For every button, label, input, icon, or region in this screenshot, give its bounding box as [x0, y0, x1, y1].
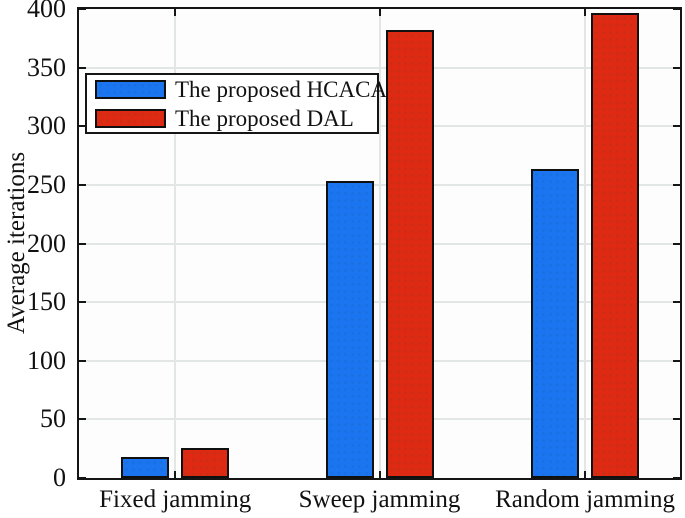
legend-swatch-dal — [95, 108, 166, 128]
y-axis-tick — [673, 418, 680, 421]
x-tick-label: Sweep jamming — [298, 486, 461, 513]
y-axis-tick — [673, 66, 680, 69]
y-axis-tick — [79, 8, 86, 10]
bar-dal-sweep-jamming — [385, 30, 434, 478]
legend-swatch-hcaca — [95, 79, 166, 99]
y-axis-tick — [673, 242, 680, 245]
bar-hcaca-fixed-jamming — [121, 457, 170, 478]
y-axis-tick — [673, 183, 680, 186]
x-axis-tick — [174, 9, 177, 16]
x-tick-label: Fixed jamming — [99, 486, 252, 513]
y-tick-label: 50 — [40, 404, 66, 434]
bar-dal-fixed-jamming — [181, 447, 230, 478]
y-tick-label: 100 — [27, 345, 66, 375]
y-axis-tick — [673, 125, 680, 128]
legend-row: The proposed DAL — [95, 107, 377, 130]
y-tick-label: 150 — [27, 287, 66, 317]
legend-row: The proposed HCACA — [95, 78, 387, 101]
legend-label-hcaca: The proposed HCACA — [175, 76, 388, 102]
y-axis-tick — [673, 477, 680, 479]
y-axis-tick — [79, 125, 86, 128]
y-tick-label: 250 — [27, 169, 66, 199]
gridline-vertical — [378, 9, 381, 478]
y-axis-tick — [673, 8, 680, 10]
gridline-vertical — [174, 9, 177, 478]
legend: The proposed HCACA The proposed DAL — [85, 73, 387, 134]
x-axis-tick — [378, 9, 381, 16]
bar-hcaca-sweep-jamming — [325, 180, 374, 478]
gridline-vertical — [584, 9, 587, 478]
bar-dal-random-jamming — [591, 12, 640, 478]
x-axis-tick — [378, 471, 381, 478]
y-tick-label: 350 — [27, 52, 66, 82]
y-axis-tick — [79, 66, 86, 69]
y-tick-label: 400 — [27, 0, 66, 23]
plot-inner — [79, 8, 680, 479]
x-axis-tick — [174, 471, 177, 478]
y-axis-tick — [79, 242, 86, 245]
y-axis-tick — [673, 301, 680, 304]
y-axis-tick — [79, 301, 86, 304]
x-axis-tick — [584, 9, 587, 16]
y-axis-tick — [79, 477, 86, 479]
y-axis-tick — [673, 359, 680, 362]
x-axis-tick — [584, 471, 587, 478]
x-tick-label: Random jamming — [495, 486, 675, 513]
bar-hcaca-random-jamming — [531, 168, 580, 478]
y-tick-label: 300 — [27, 111, 66, 141]
y-axis-tick — [79, 418, 86, 421]
y-axis-tick — [79, 359, 86, 362]
y-axis-tick — [79, 183, 86, 186]
y-tick-label: 200 — [27, 228, 66, 258]
y-tick-label: 0 — [53, 463, 66, 492]
legend-label-dal: The proposed DAL — [175, 105, 354, 131]
